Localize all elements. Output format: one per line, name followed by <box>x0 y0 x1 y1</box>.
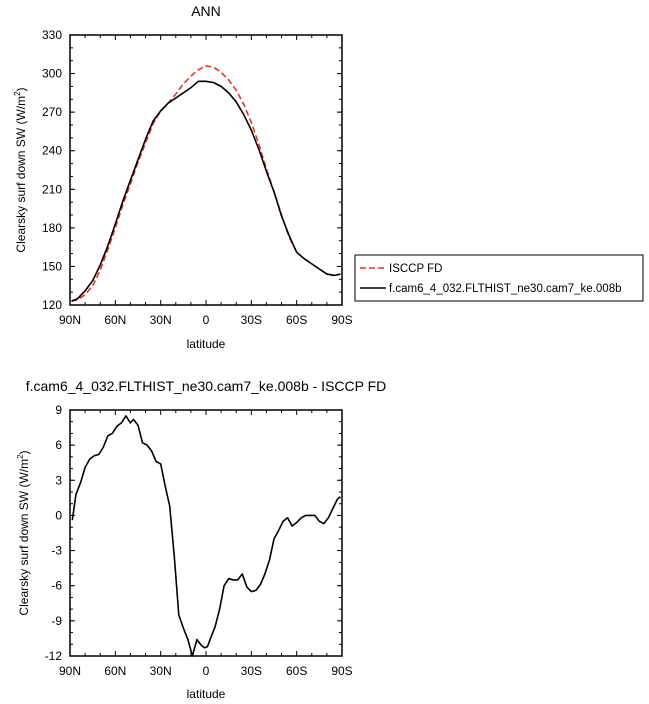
bottom-y-tick-label: 3 <box>55 473 62 487</box>
bottom-x-tick-label: 60S <box>286 664 307 678</box>
bottom-x-tick-label: 30N <box>150 664 172 678</box>
top-y-axis-label-close: ) <box>14 87 28 91</box>
bottom-y-tick-label: 9 <box>55 403 62 417</box>
top-y-tick-label: 180 <box>42 221 62 235</box>
bottom-y-axis-label-superscript: 2 <box>16 454 25 459</box>
top-plot-frame <box>69 34 343 306</box>
top-y-tick-label: 120 <box>42 298 62 312</box>
top-x-tick-label: 0 <box>203 313 210 327</box>
top-plot-marks: 90N 60N 30N 0 30S 60S 90S 120 150 180 210 240 270 300… <box>42 28 353 327</box>
bottom-x-tick-label: 60N <box>104 664 126 678</box>
top-y-tick-label: 210 <box>42 182 62 196</box>
bottom-series-line-difference <box>71 415 341 657</box>
top-x-tick-label: 60N <box>104 313 126 327</box>
bottom-y-tick-label: 6 <box>55 438 62 452</box>
top-x-axis-label: latitude <box>187 337 226 351</box>
top-y-axis-label: Clearsky surf down SW (W/m2) <box>13 87 28 252</box>
top-y-axis-label-text: Clearsky surf down SW (W/m <box>14 96 28 253</box>
bottom-x-tick-label: 90N <box>59 664 81 678</box>
bottom-x-tick-label: 30S <box>241 664 262 678</box>
top-x-tick-label: 30S <box>241 313 262 327</box>
bottom-y-tick-label: -9 <box>51 614 62 628</box>
top-y-tick-label: 150 <box>42 259 62 273</box>
top-y-axis-label-superscript: 2 <box>13 91 22 96</box>
bottom-y-tick-label: -6 <box>51 579 62 593</box>
bottom-y-tick-label: -3 <box>51 544 62 558</box>
legend-label-isccp: ISCCP FD <box>389 263 442 275</box>
legend-box <box>354 254 644 302</box>
top-chart-title: ANN <box>191 3 221 19</box>
top-panel: ANN 90N 60N 30N 0 30S 60S 90S 120 150 180 210 240 27… <box>13 3 644 351</box>
bottom-x-tick-label: 0 <box>203 664 210 678</box>
bottom-y-tick-label: -12 <box>45 649 63 663</box>
bottom-x-tick-label: 90S <box>331 664 352 678</box>
bottom-y-axis-label: Clearsky surf down SW (W/m2) <box>16 450 31 615</box>
bottom-x-axis-label: latitude <box>187 687 226 701</box>
top-legend: ISCCP FD f.cam6_4_032.FLTHIST_ne30.cam7_… <box>354 254 644 302</box>
top-y-tick-label: 330 <box>42 28 62 42</box>
top-x-tick-label: 90S <box>331 313 352 327</box>
bottom-chart-title: f.cam6_4_032.FLTHIST_ne30.cam7_ke.008b -… <box>26 378 387 394</box>
bottom-plot-marks: 90N 60N 30N 0 30S 60S 90S -12 -9 -6 -3 0 3 6 9 <box>45 403 353 678</box>
bottom-y-tick-label: 0 <box>55 508 62 522</box>
top-series-line-isccp-fd <box>71 65 341 302</box>
top-y-tick-label: 300 <box>42 67 62 81</box>
top-x-tick-label: 30N <box>150 313 172 327</box>
top-x-tick-label: 60S <box>286 313 307 327</box>
top-series-line-f-cam6-4-032-flthist-ne30-cam7-ke-008b <box>71 80 341 302</box>
top-y-tick-label: 240 <box>42 144 62 158</box>
legend-label-model: f.cam6_4_032.FLTHIST_ne30.cam7_ke.008b <box>389 283 621 295</box>
top-y-tick-label: 270 <box>42 105 62 119</box>
bottom-panel: f.cam6_4_032.FLTHIST_ne30.cam7_ke.008b -… <box>16 378 386 701</box>
top-x-tick-label: 90N <box>59 313 81 327</box>
bottom-y-axis-label-close: ) <box>17 450 31 454</box>
bottom-plot-frame <box>69 409 343 657</box>
bottom-y-axis-label-text: Clearsky surf down SW (W/m <box>17 459 31 616</box>
